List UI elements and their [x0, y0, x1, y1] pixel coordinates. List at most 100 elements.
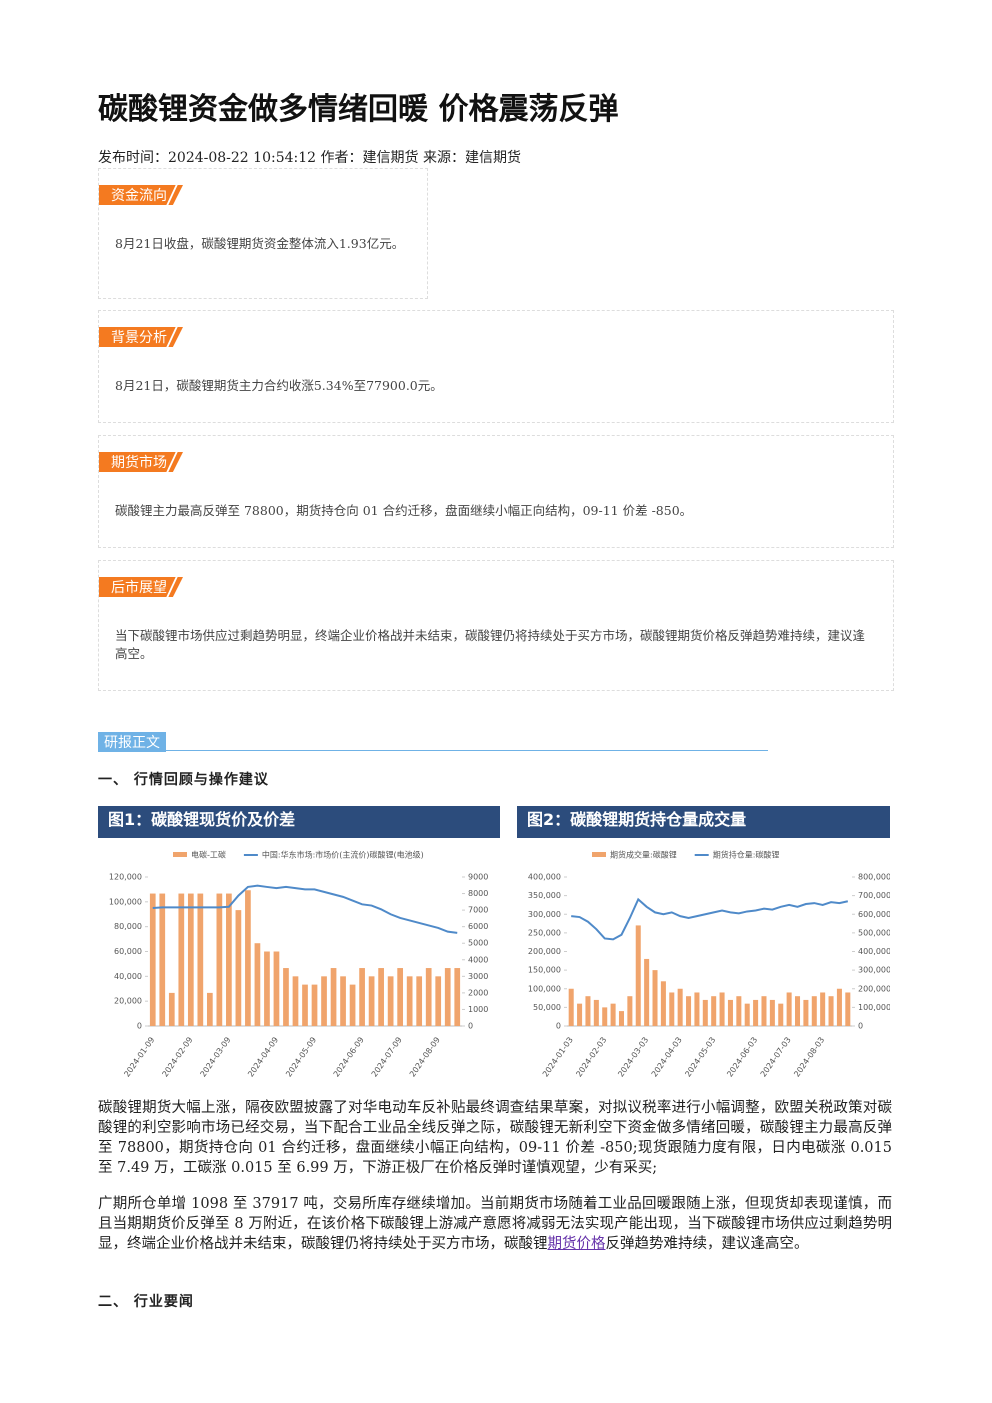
- legend-label: 电碳-工碳: [191, 850, 226, 860]
- bar: [254, 943, 261, 1026]
- box-tag: 背景分析: [99, 327, 183, 347]
- bar: [635, 925, 641, 1026]
- bar: [694, 992, 700, 1026]
- bar: [577, 1003, 583, 1026]
- bar: [669, 992, 675, 1026]
- legend-swatch: [173, 852, 187, 857]
- bar: [761, 996, 767, 1026]
- x-tick-label: 2024-03-03: [616, 1035, 650, 1078]
- y-tick-label: 350,000: [528, 891, 561, 900]
- bar: [435, 976, 442, 1026]
- bar: [618, 1011, 624, 1026]
- y-tick-label: 20,000: [114, 997, 142, 1006]
- bar: [359, 968, 365, 1026]
- text: 反弹趋势难持续，建议逢高空。: [605, 1236, 809, 1252]
- bar: [744, 1003, 750, 1026]
- box-tag: 后市展望: [99, 577, 183, 597]
- info-box: 期货市场 碳酸锂主力最高反弹至 78800，期货持仓向 01 合约迁移，盘面继续…: [98, 435, 894, 548]
- bar: [795, 996, 801, 1026]
- legend-label: 期货成交量:碳酸锂: [610, 850, 677, 860]
- y-tick-label: 100,000: [528, 984, 561, 993]
- meta: 发布时间：2024-08-22 10:54:12 作者：建信期货 来源：建信期货: [98, 150, 521, 166]
- bar: [425, 968, 432, 1026]
- y-tick-label: 200,000: [528, 947, 561, 956]
- bar: [378, 968, 384, 1026]
- chart: 0 20,000 40,000 60,000 80,000 100,000 120,000 0…: [109, 850, 488, 1079]
- y-tick-label: 0: [468, 1022, 473, 1031]
- x-tick-label: 2024-02-03: [574, 1035, 608, 1078]
- paragraph: 广期所仓单增 1098 至 37917 吨，交易所库存继续增加。当前期货市场随着…: [98, 1194, 892, 1254]
- info-box: 背景分析 8月21日，碳酸锂期货主力合约收涨5.34%至77900.0元。: [98, 310, 894, 423]
- box-tag: 资金流向: [99, 185, 183, 205]
- info-box: 后市展望 当下碳酸锂市场供应过剩趋势明显，终端企业价格战并未结束，碳酸锂仍将持续…: [98, 560, 894, 691]
- bar: [820, 992, 826, 1026]
- x-tick-label: 2024-04-03: [650, 1035, 684, 1078]
- box-text: 碳酸锂主力最高反弹至 78800，期货持仓向 01 合约迁移，盘面继续小幅正向结…: [115, 503, 693, 518]
- bar: [149, 893, 156, 1026]
- bar: [226, 893, 232, 1026]
- box-tag: 期货市场: [99, 452, 183, 472]
- y-tick-label: 80,000: [114, 922, 142, 931]
- bar: [753, 999, 759, 1026]
- legend-label: 中国:华东市场:市场价(主流价)碳酸锂(电池级): [262, 850, 424, 860]
- bar: [397, 968, 404, 1026]
- bar: [677, 988, 683, 1026]
- y-tick-label: 5000: [468, 939, 488, 948]
- bar: [627, 996, 633, 1026]
- y-tick-label: 9000: [468, 873, 488, 882]
- section-rule: [98, 750, 768, 751]
- bar: [811, 996, 817, 1026]
- x-tick-label: 2024-08-03: [792, 1035, 826, 1078]
- bar: [711, 996, 717, 1026]
- y-tick-label: 60,000: [114, 947, 142, 956]
- bar: [727, 999, 733, 1026]
- bar: [330, 968, 337, 1026]
- x-tick-label: 2024-07-03: [759, 1035, 793, 1078]
- y-tick-label: 300,000: [528, 910, 561, 919]
- bar: [406, 976, 413, 1026]
- y-tick-label: 0: [858, 1022, 863, 1031]
- bar: [769, 999, 775, 1026]
- y-tick-label: 120,000: [109, 873, 142, 882]
- bar: [387, 976, 394, 1026]
- bar: [349, 984, 356, 1026]
- legend-swatch: [592, 852, 606, 857]
- line: [571, 897, 849, 941]
- y-tick-label: 4000: [468, 955, 488, 964]
- y-tick-label: 8000: [468, 889, 488, 898]
- bar: [368, 976, 375, 1026]
- bar: [602, 1007, 608, 1026]
- y-tick-label: 40,000: [114, 972, 142, 981]
- bar: [283, 968, 289, 1026]
- bar: [292, 976, 299, 1026]
- text: 广期所仓单增 1098 至 37917 吨，交易所库存继续增加。当前期货市场随着…: [98, 1196, 892, 1252]
- y-tick-label: 100,000: [109, 897, 142, 906]
- heading: 二、 行业要闻: [98, 1294, 194, 1310]
- y-tick-label: 400,000: [858, 947, 890, 956]
- x-tick-label: 2024-03-09: [199, 1035, 233, 1078]
- bar: [168, 992, 175, 1026]
- x-tick-label: 2024-02-09: [160, 1035, 194, 1078]
- y-tick-label: 400,000: [528, 873, 561, 882]
- legend-label: 期货持仓量:碳酸锂: [713, 850, 780, 860]
- y-tick-label: 1000: [468, 1005, 488, 1014]
- heading: 一、 行情回顾与操作建议: [98, 772, 269, 788]
- bar: [778, 1003, 784, 1026]
- bar: [444, 968, 451, 1026]
- box-text: 8月21日收盘，碳酸锂期货资金整体流入1.93亿元。: [115, 236, 405, 251]
- figure-title: 图2：碳酸锂期货持仓量成交量: [517, 806, 890, 838]
- bar: [585, 996, 591, 1026]
- bar: [302, 984, 308, 1026]
- box-text: 当下碳酸锂市场供应过剩趋势明显，终端企业价格战并未结束，碳酸锂仍将持续处于买方市…: [115, 628, 866, 661]
- bar: [786, 992, 792, 1026]
- bar: [652, 970, 658, 1026]
- link[interactable]: 期货价格: [547, 1236, 606, 1252]
- bar: [159, 893, 166, 1026]
- x-tick-label: 2024-08-09: [408, 1035, 442, 1078]
- bar: [264, 951, 270, 1026]
- section-tag: 研报正文: [98, 732, 166, 752]
- bar: [686, 996, 692, 1026]
- paragraph: 碳酸锂期货大幅上涨，隔夜欧盟披露了对华电动车反补贴最终调查结果草案，对拟议税率进…: [98, 1100, 892, 1176]
- bar: [340, 976, 346, 1026]
- y-tick-label: 300,000: [858, 966, 890, 975]
